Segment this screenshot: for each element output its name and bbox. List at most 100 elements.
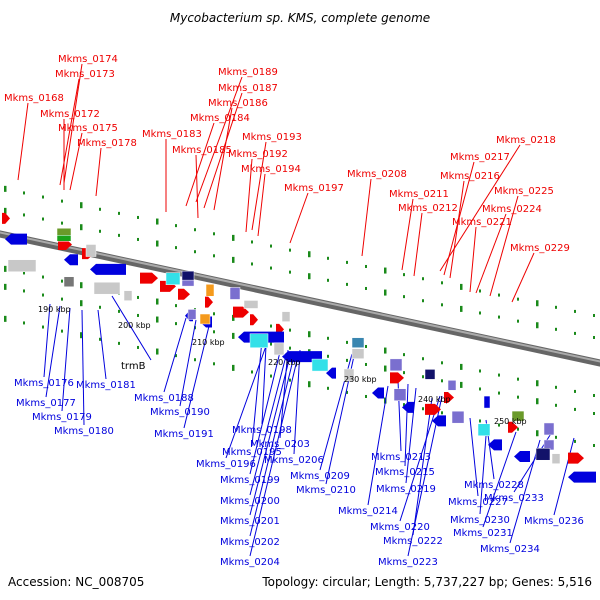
- tick-mark: [365, 264, 367, 268]
- tick-mark: [441, 361, 443, 365]
- gene-forward: [140, 272, 158, 284]
- gene-box: [243, 300, 259, 309]
- tick-mark: [498, 373, 500, 377]
- gene-reverse: [90, 263, 126, 275]
- tick-mark: [384, 347, 387, 354]
- leader-line: [469, 417, 479, 497]
- tick-mark: [118, 309, 120, 313]
- leader-line: [257, 173, 266, 237]
- tick-mark: [23, 191, 25, 195]
- tick-mark: [327, 278, 329, 282]
- tick-mark: [517, 319, 519, 323]
- leader-line: [111, 295, 152, 361]
- tick-mark: [346, 282, 348, 286]
- tick-mark: [137, 345, 139, 349]
- tick-mark: [251, 240, 253, 244]
- gene-label: Mkms_0172: [40, 109, 100, 120]
- gene-forward: [444, 391, 454, 403]
- tick-mark: [137, 313, 139, 317]
- gene-forward: [250, 314, 258, 326]
- gene-box: [93, 281, 121, 295]
- gene-label: Mkms_0223: [378, 557, 438, 568]
- leader-line: [195, 154, 199, 219]
- gene-box: [511, 410, 525, 422]
- leader-line: [213, 107, 233, 211]
- leader-line: [185, 122, 215, 207]
- tick-mark: [365, 362, 367, 366]
- tick-mark: [346, 358, 348, 362]
- leader-line: [489, 195, 519, 297]
- tick-mark: [80, 332, 83, 339]
- gene-label: Mkms_0194: [241, 164, 301, 175]
- gene-label: Mkms_0234: [480, 544, 540, 555]
- gene-label: Mkms_0189: [218, 67, 278, 78]
- leader-line: [225, 345, 267, 459]
- tick-mark: [479, 419, 481, 423]
- gene-reverse: [432, 415, 446, 427]
- leader-line: [249, 355, 299, 557]
- leader-line: [81, 309, 85, 426]
- gene-reverse: [568, 471, 596, 483]
- gene-box: [447, 380, 457, 391]
- scale-label: 200 kbp: [118, 321, 151, 330]
- leader-line: [404, 383, 409, 467]
- tick-mark: [327, 336, 329, 340]
- tick-mark: [593, 443, 595, 447]
- tick-mark: [118, 211, 120, 215]
- tick-mark: [61, 221, 63, 225]
- gene-label: Mkms_0210: [296, 485, 356, 496]
- gene-box: [56, 235, 72, 242]
- backbone-highlight: [0, 231, 600, 363]
- tick-mark: [460, 283, 463, 290]
- gene-label: Mkms_0211: [389, 189, 449, 200]
- tick-mark: [517, 427, 519, 431]
- tick-mark: [4, 207, 7, 214]
- tick-mark: [156, 348, 159, 355]
- tick-mark: [365, 394, 367, 398]
- gene-label: Mkms_0213: [371, 452, 431, 463]
- gene-label: Mkms_0185: [172, 145, 232, 156]
- leader-line: [449, 180, 465, 279]
- leader-line: [367, 385, 389, 506]
- tick-mark: [536, 430, 539, 437]
- tick-mark: [99, 207, 101, 211]
- tick-mark: [289, 270, 291, 274]
- gene-label: Mkms_0203: [250, 439, 310, 450]
- tick-mark: [555, 385, 557, 389]
- gene-label: Mkms_0197: [284, 183, 344, 194]
- leader-line: [183, 321, 211, 429]
- tick-mark: [403, 353, 405, 357]
- tick-mark: [42, 293, 44, 297]
- tick-mark: [80, 282, 83, 289]
- tick-mark: [270, 374, 272, 378]
- tick-mark: [308, 251, 311, 258]
- backbone-layer: [0, 230, 600, 367]
- tick-mark: [175, 322, 177, 326]
- tick-mark: [175, 246, 177, 250]
- tick-mark: [270, 342, 272, 346]
- tick-mark: [175, 304, 177, 308]
- tick-mark: [403, 403, 405, 407]
- tick-mark: [289, 248, 291, 252]
- tick-mark: [99, 229, 101, 233]
- gene-box: [181, 279, 195, 287]
- leader-line: [203, 92, 243, 209]
- tick-mark: [156, 240, 159, 247]
- tick-mark: [270, 244, 272, 248]
- gene-label: Mkms_0191: [154, 429, 214, 440]
- tick-mark: [593, 335, 595, 339]
- gene-reverse: [514, 451, 530, 463]
- tick-mark: [175, 354, 177, 358]
- gene-box: [343, 368, 355, 382]
- leader-line: [17, 102, 29, 181]
- tick-mark: [593, 393, 595, 397]
- leader-line: [289, 192, 309, 244]
- tick-mark: [23, 321, 25, 325]
- gene-label: Mkms_0200: [220, 496, 280, 507]
- gene-label: Mkms_0228: [464, 480, 524, 491]
- tick-mark: [536, 380, 539, 387]
- tick-mark: [289, 378, 291, 382]
- tick-mark: [422, 357, 424, 361]
- tick-mark: [118, 341, 120, 345]
- tick-mark: [99, 337, 101, 341]
